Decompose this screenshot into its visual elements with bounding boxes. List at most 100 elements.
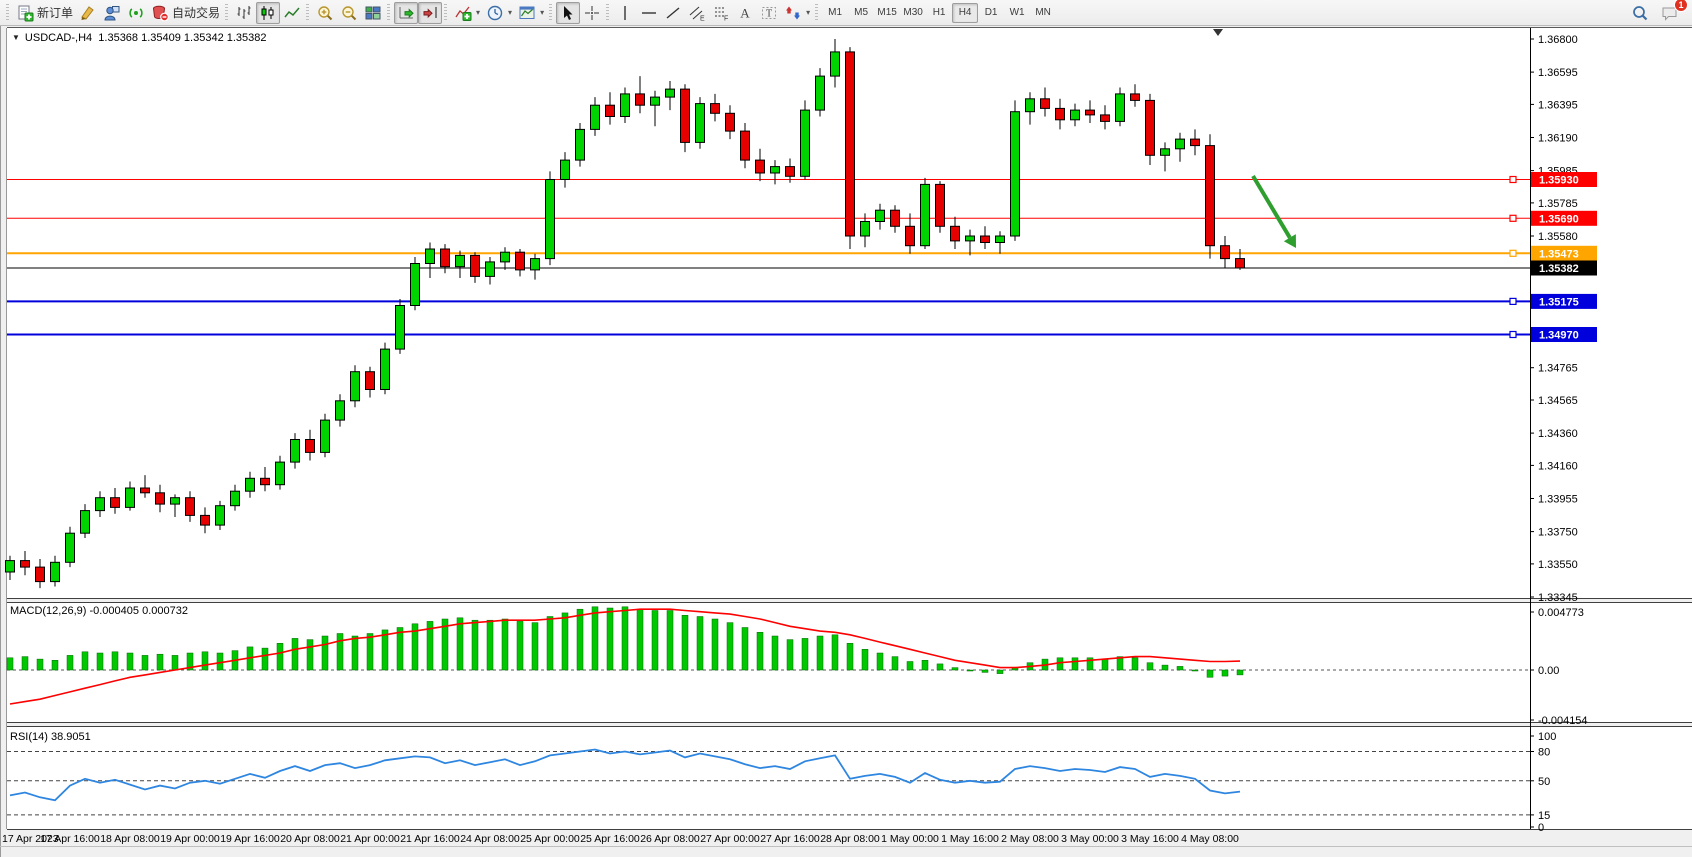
indicators-icon — [455, 6, 472, 21]
new-order-icon — [18, 5, 34, 21]
svg-text:3 May 00:00: 3 May 00:00 — [1061, 833, 1119, 845]
svg-text:1.35690: 1.35690 — [1539, 213, 1579, 225]
chart-shift-button[interactable] — [418, 1, 443, 24]
cursor-button[interactable] — [556, 1, 581, 24]
search-button[interactable] — [1628, 2, 1652, 24]
svg-text:27 Apr 16:00: 27 Apr 16:00 — [760, 833, 820, 845]
bar-chart-icon — [237, 5, 251, 19]
horizontal-line-icon — [642, 11, 657, 14]
macd-histogram — [6, 606, 1244, 678]
chart-window[interactable]: 1.36800 1.36595 1.36395 1.36190 1.35985 1.357… — [0, 26, 1692, 857]
candlestick-chart-icon — [261, 5, 274, 20]
price-chart-canvas[interactable]: 1.368001.365951.363951.361901.359851.357… — [0, 26, 1692, 857]
styler-button[interactable] — [76, 2, 100, 24]
equidistant-channel-button[interactable]: E — [685, 2, 709, 24]
new-order-button[interactable]: 新订单 — [13, 2, 76, 24]
svg-text:3 May 16:00: 3 May 16:00 — [1121, 833, 1179, 845]
dropdown-arrow-icon[interactable]: ▾ — [508, 8, 513, 17]
price-level-lines[interactable] — [7, 175, 1530, 339]
equidistant-channel-icon: E — [689, 6, 705, 22]
crosshair-button[interactable] — [580, 2, 604, 24]
dropdown-arrow-icon[interactable]: ▾ — [806, 8, 811, 17]
svg-text:25 Apr 00:00: 25 Apr 00:00 — [520, 833, 580, 845]
svg-text:1.35785: 1.35785 — [1538, 198, 1578, 210]
dropdown-arrow-icon[interactable]: ▾ — [476, 8, 481, 17]
svg-text:1.34765: 1.34765 — [1538, 363, 1578, 375]
timeframe-MN-button[interactable]: MN — [1035, 7, 1051, 18]
notifications-button[interactable]: 1 — [1658, 0, 1688, 24]
auto-trading-button[interactable]: 自动交易 — [148, 2, 223, 24]
drawn-arrow-annotation[interactable] — [1251, 174, 1296, 248]
templates-button[interactable]: ▾ — [515, 2, 547, 24]
svg-text:1.36800: 1.36800 — [1538, 34, 1578, 46]
svg-text:19 Apr 16:00: 19 Apr 16:00 — [220, 833, 280, 845]
fibonacci-button[interactable]: F — [709, 2, 733, 24]
svg-text:1.35473: 1.35473 — [1539, 248, 1579, 260]
svg-text:1 May 16:00: 1 May 16:00 — [941, 833, 999, 845]
svg-text:1.33955: 1.33955 — [1538, 494, 1578, 506]
dropdown-arrow-icon[interactable]: ▾ — [540, 8, 545, 17]
svg-text:E: E — [700, 15, 705, 22]
timeframe-D1-button[interactable]: D1 — [984, 7, 998, 18]
svg-text:1.34160: 1.34160 — [1538, 460, 1578, 472]
macd-signal-line — [9, 608, 1241, 705]
fibonacci-icon: F — [715, 7, 728, 22]
timeframe-M15-button[interactable]: M15 — [877, 7, 897, 18]
svg-text:4 May 08:00: 4 May 08:00 — [1181, 833, 1239, 845]
periods-button[interactable]: ▾ — [483, 2, 515, 24]
svg-text:27 Apr 00:00: 27 Apr 00:00 — [700, 833, 760, 845]
timeframe-M1-button[interactable]: M1 — [828, 7, 843, 18]
svg-text:1.35930: 1.35930 — [1539, 175, 1579, 187]
timeframe-W1-button[interactable]: W1 — [1009, 7, 1025, 18]
cursor-icon — [564, 5, 573, 20]
timeframe-H4-button[interactable]: H4 — [952, 2, 979, 23]
new-order-label: 新订单 — [37, 6, 74, 20]
text-icon: A — [740, 5, 750, 20]
svg-text:15: 15 — [1538, 810, 1550, 822]
periods-icon — [487, 5, 503, 20]
svg-text:1.33750: 1.33750 — [1538, 527, 1578, 539]
templates-icon — [519, 6, 535, 19]
candlestick-chart-button[interactable] — [256, 1, 281, 24]
toolbar-grip — [444, 3, 448, 22]
vertical-line-button[interactable] — [613, 2, 637, 24]
svg-text:1.35382: 1.35382 — [1539, 263, 1579, 275]
arrows-button[interactable]: ▾ — [781, 2, 813, 24]
svg-text:25 Apr 16:00: 25 Apr 16:00 — [580, 833, 640, 845]
zoom-out-button[interactable] — [337, 2, 361, 24]
candlesticks — [5, 39, 1245, 589]
profile-button[interactable] — [100, 2, 124, 24]
svg-text:18 Apr 08:00: 18 Apr 08:00 — [100, 833, 160, 845]
zoom-in-button[interactable] — [313, 2, 337, 24]
svg-text:1.36395: 1.36395 — [1538, 99, 1578, 111]
tile-windows-button[interactable] — [361, 2, 385, 24]
signal-icon — [129, 7, 143, 18]
timeframe-M30-button[interactable]: M30 — [903, 7, 923, 18]
styler-icon — [81, 5, 94, 20]
chart-dropdown-icon[interactable]: ▼ — [12, 33, 20, 42]
auto-scroll-button[interactable] — [394, 1, 419, 24]
svg-text:50: 50 — [1538, 776, 1550, 788]
horizontal-line-button[interactable] — [637, 2, 661, 24]
timeframe-M5-button[interactable]: M5 — [854, 7, 869, 18]
svg-text:17 Apr 2023: 17 Apr 2023 — [2, 833, 59, 845]
svg-text:21 Apr 00:00: 21 Apr 00:00 — [340, 833, 400, 845]
bar-chart-button[interactable] — [232, 2, 256, 24]
chart-shift-marker[interactable] — [1213, 29, 1223, 36]
svg-text:1.36595: 1.36595 — [1538, 67, 1578, 79]
svg-text:1.35580: 1.35580 — [1538, 231, 1578, 243]
auto-scroll-icon — [399, 6, 414, 18]
rsi-line — [9, 748, 1241, 802]
timeframe-H1-button[interactable]: H1 — [932, 7, 946, 18]
text-button[interactable]: A — [733, 2, 757, 24]
signal-button[interactable] — [124, 2, 148, 24]
text-label-button[interactable]: T — [757, 2, 781, 24]
toolbar-grip — [306, 3, 310, 22]
svg-text:1.33550: 1.33550 — [1538, 559, 1578, 571]
line-chart-button[interactable] — [280, 2, 304, 24]
svg-text:T: T — [766, 8, 772, 19]
svg-text:28 Apr 08:00: 28 Apr 08:00 — [820, 833, 880, 845]
trend-line-button[interactable] — [661, 2, 685, 24]
indicators-button[interactable]: ▾ — [451, 2, 483, 24]
